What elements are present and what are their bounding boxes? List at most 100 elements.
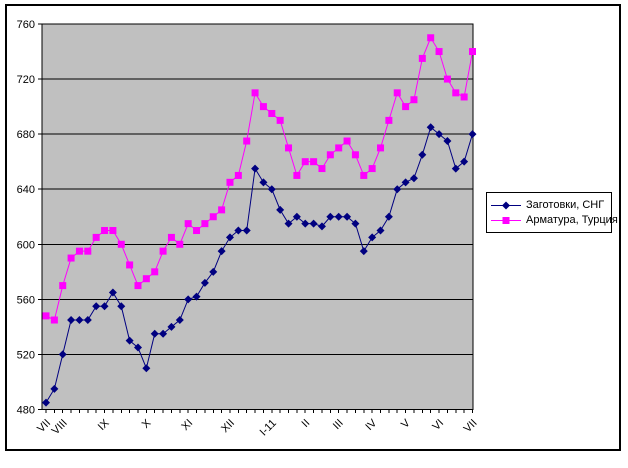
series-marker — [267, 185, 276, 194]
series-marker — [50, 316, 58, 324]
series-marker — [133, 343, 142, 352]
legend-item-armatura: Арматура, Турция — [491, 214, 618, 226]
series-marker — [427, 34, 435, 42]
series-marker — [234, 226, 243, 235]
x-axis-label: IV — [363, 417, 379, 433]
series-marker — [100, 302, 109, 311]
series-marker — [451, 164, 460, 173]
series-marker — [251, 164, 260, 173]
series-marker — [468, 130, 477, 139]
x-axis-label: IX — [96, 417, 112, 433]
series-marker — [401, 178, 410, 187]
legend-marker-square-icon — [491, 216, 521, 224]
y-axis-label: 760 — [17, 19, 35, 31]
x-axis-label: VI — [430, 417, 446, 433]
series-marker — [276, 205, 285, 214]
series-marker — [301, 219, 310, 228]
series-marker — [351, 219, 360, 228]
series-marker — [360, 171, 368, 179]
x-axis-label: VII — [35, 417, 53, 435]
series-marker — [193, 227, 201, 235]
series-marker — [176, 240, 184, 248]
series-marker — [285, 144, 293, 152]
legend-label: Заготовки, СНГ — [526, 199, 605, 211]
series-marker — [200, 278, 209, 287]
series-marker — [101, 227, 109, 235]
series-marker — [376, 226, 385, 235]
x-axis-label: V — [399, 417, 413, 431]
series-marker — [192, 292, 201, 301]
series-marker — [309, 219, 318, 228]
series-marker — [284, 219, 293, 228]
series-marker — [368, 233, 377, 242]
series-marker — [108, 288, 117, 297]
series-marker — [92, 302, 101, 311]
series-marker — [251, 89, 259, 97]
series-marker — [83, 316, 92, 325]
series-marker — [125, 336, 134, 345]
y-axis-label: 480 — [17, 405, 35, 417]
x-axis-label: XII — [219, 417, 237, 435]
series-marker — [460, 93, 468, 101]
series-marker — [126, 261, 134, 269]
series-marker — [443, 75, 451, 83]
series-marker — [293, 171, 301, 179]
series-marker — [84, 247, 92, 255]
series-marker — [117, 240, 125, 248]
series-marker — [393, 89, 401, 97]
series-marker — [117, 302, 126, 311]
series-marker — [226, 178, 234, 186]
series-marker — [343, 212, 352, 221]
series-marker — [268, 109, 276, 117]
series-marker — [368, 165, 376, 173]
series-marker — [435, 48, 443, 56]
series-marker — [393, 185, 402, 194]
series-marker — [435, 130, 444, 139]
series-marker — [134, 282, 142, 290]
x-axis-label: II — [300, 417, 313, 430]
series-marker — [443, 137, 452, 146]
series-marker — [259, 178, 268, 187]
series-marker — [167, 233, 175, 241]
series-marker — [452, 89, 460, 97]
series-marker — [184, 220, 192, 228]
series-marker — [50, 384, 59, 393]
series-marker — [310, 158, 318, 166]
series-marker — [259, 103, 267, 111]
series-marker — [276, 116, 284, 124]
series-marker — [292, 212, 301, 221]
legend-marker-diamond-icon — [491, 201, 521, 209]
series-marker — [217, 247, 226, 256]
series-line-1 — [45, 36, 473, 321]
series-marker — [243, 137, 251, 145]
series-marker — [58, 350, 67, 359]
series-marker — [409, 174, 418, 183]
series-marker — [234, 171, 242, 179]
series-marker — [460, 157, 469, 166]
legend-item-zagotovki: Заготовки, СНГ — [491, 199, 608, 211]
series-marker — [317, 222, 326, 231]
series-marker — [335, 144, 343, 152]
series-marker — [67, 254, 75, 262]
plot-background — [41, 23, 474, 410]
series-marker — [469, 48, 476, 56]
y-axis-label: 600 — [17, 239, 35, 251]
series-marker — [318, 165, 326, 173]
x-axis-label: VII — [462, 417, 480, 435]
series-marker — [67, 316, 76, 325]
series-marker — [418, 54, 426, 62]
series-marker — [301, 158, 309, 166]
x-axis-label: III — [331, 417, 346, 432]
x-axis-label: XI — [179, 417, 195, 433]
series-marker — [242, 226, 251, 235]
x-axis-label: X — [140, 417, 154, 431]
series-marker — [334, 212, 343, 221]
series-marker — [201, 220, 209, 228]
series-marker — [326, 212, 335, 221]
y-axis-label: 640 — [17, 184, 35, 196]
series-marker — [209, 267, 218, 276]
series-marker — [142, 275, 150, 283]
x-axis-label: I-11 — [258, 417, 279, 438]
series-marker — [167, 322, 176, 331]
